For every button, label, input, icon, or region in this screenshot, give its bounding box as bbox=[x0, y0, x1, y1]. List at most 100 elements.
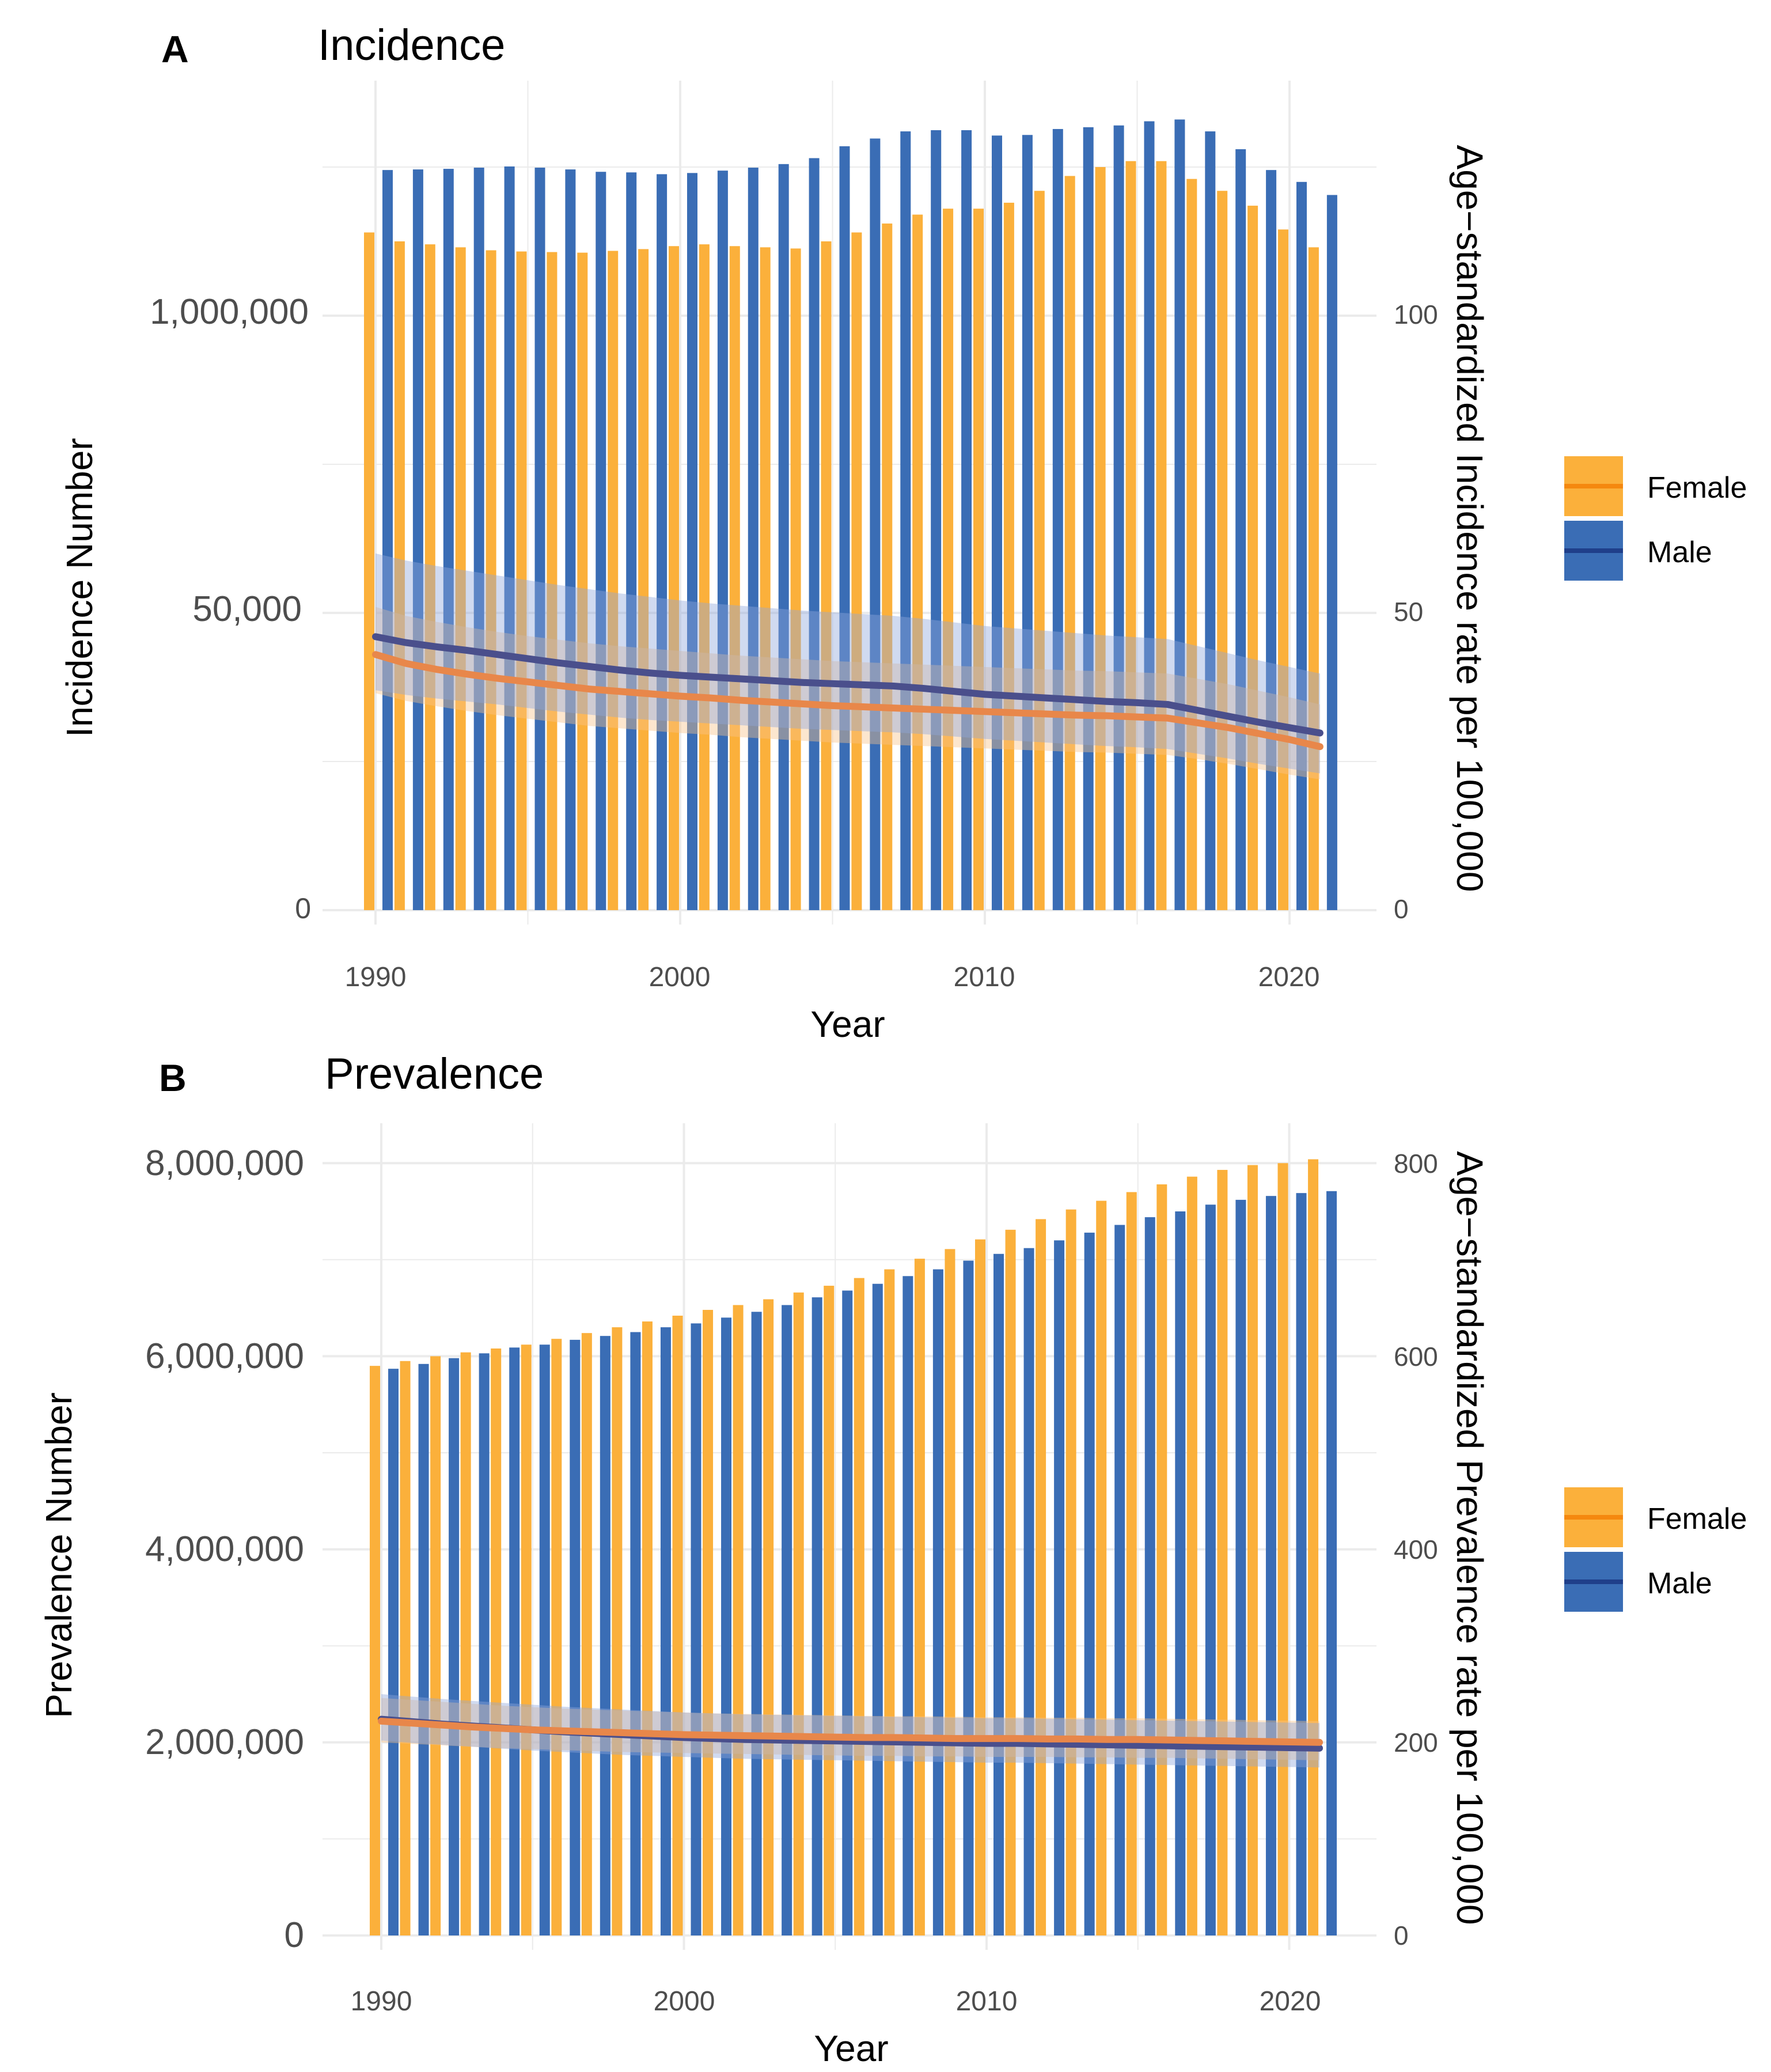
x-axis-title: Year bbox=[810, 1003, 885, 1045]
male-bar bbox=[1326, 195, 1337, 910]
male-bar bbox=[1296, 181, 1307, 910]
female-bar bbox=[914, 1259, 925, 1935]
x-tick: 1990 bbox=[351, 1986, 412, 2017]
male-bar bbox=[418, 1363, 429, 1935]
y-axis-right-title: Age−standardized Prevalence rate per 100… bbox=[1449, 1151, 1491, 1925]
female-bar bbox=[1308, 247, 1319, 910]
female-rate-line bbox=[372, 651, 1323, 751]
female-bar bbox=[460, 1352, 471, 1935]
male-bar bbox=[839, 146, 850, 910]
panel-a-title: Incidence bbox=[318, 21, 505, 70]
y-tick-left: 1,000,000 bbox=[150, 292, 309, 332]
x-tick: 2010 bbox=[956, 1986, 1018, 2017]
female-bar bbox=[430, 1356, 441, 1935]
male-bar bbox=[1296, 1193, 1307, 1935]
female-bar bbox=[642, 1321, 653, 1935]
female-bar bbox=[547, 252, 558, 911]
x-tick: 2020 bbox=[1260, 1986, 1321, 2017]
prevalence-right-ticks: 0 200 400 600 800 bbox=[1394, 1149, 1438, 1950]
prevalence-left-ticks: 0 2,000,000 4,000,000 6,000,000 8,000,00… bbox=[145, 1143, 304, 1955]
female-bar bbox=[699, 244, 710, 910]
y-axis-left-title: Incidence Number bbox=[59, 438, 100, 737]
female-bar bbox=[1036, 1219, 1046, 1935]
male-bar bbox=[1174, 119, 1185, 911]
female-bar bbox=[370, 1366, 380, 1935]
y-tick-left: 0 bbox=[295, 892, 311, 925]
female-bar bbox=[1126, 1192, 1137, 1935]
female-bar bbox=[400, 1361, 411, 1935]
y-tick-left: 50,000 bbox=[192, 589, 302, 629]
panel-b-letter: B bbox=[159, 1056, 187, 1099]
incidence-panel: A Incidence 0 50,000 1,000,000 0 50 100 … bbox=[59, 21, 1747, 1045]
female-bar bbox=[1186, 179, 1197, 910]
male-bar bbox=[931, 130, 942, 911]
male-bar bbox=[1114, 1225, 1125, 1935]
x-tick: 2020 bbox=[1258, 962, 1320, 993]
female-bar bbox=[821, 241, 832, 910]
female-bar bbox=[491, 1348, 502, 1935]
female-bar bbox=[1003, 202, 1014, 910]
male-bar bbox=[534, 168, 545, 911]
male-bar bbox=[570, 1339, 581, 1935]
incidence-right-ticks: 0 50 100 bbox=[1394, 300, 1438, 924]
female-rate-line bbox=[378, 1717, 1323, 1746]
male-bar bbox=[1052, 128, 1063, 910]
female-bar bbox=[912, 214, 923, 910]
female-bar bbox=[1065, 1209, 1076, 1935]
female-bar bbox=[763, 1299, 774, 1935]
male-bar bbox=[473, 168, 484, 911]
male-bar bbox=[509, 1347, 520, 1935]
male-bar bbox=[842, 1290, 853, 1935]
panel-a-letter: A bbox=[161, 28, 189, 70]
male-bar bbox=[504, 166, 515, 910]
male-bar bbox=[1205, 1204, 1216, 1935]
male-bar bbox=[1023, 1248, 1034, 1935]
y-tick-right: 50 bbox=[1394, 597, 1423, 627]
female-bar bbox=[424, 244, 435, 910]
male-bar bbox=[1022, 135, 1033, 911]
female-bar bbox=[486, 250, 496, 911]
male-bar bbox=[691, 1323, 701, 1935]
female-bar bbox=[975, 1239, 985, 1935]
male-bar bbox=[1113, 125, 1124, 910]
female-bar bbox=[943, 209, 954, 910]
female-bar bbox=[638, 249, 649, 910]
female-bar bbox=[581, 1333, 592, 1935]
male-bar bbox=[626, 172, 637, 911]
female-bar bbox=[703, 1309, 714, 1935]
female-bar bbox=[394, 241, 405, 910]
male-bar bbox=[1054, 1240, 1065, 1935]
male-bar bbox=[596, 172, 606, 911]
male-bar bbox=[443, 169, 454, 911]
male-bar bbox=[963, 1260, 974, 1935]
male-bar bbox=[630, 1332, 641, 1935]
y-axis-left-title: Prevalence Number bbox=[38, 1392, 79, 1718]
male-bar bbox=[811, 1297, 822, 1935]
y-tick-left: 6,000,000 bbox=[145, 1336, 304, 1376]
y-axis-right-title: Age−standardized Incidence rate per 100,… bbox=[1449, 145, 1491, 892]
female-bar bbox=[364, 232, 374, 910]
female-bar bbox=[1247, 206, 1258, 911]
male-rate-line bbox=[372, 633, 1323, 737]
male-bar bbox=[449, 1358, 460, 1935]
male-bar bbox=[1235, 1199, 1246, 1935]
female-bar bbox=[1125, 161, 1136, 911]
female-bar bbox=[1034, 191, 1045, 910]
y-tick-right: 100 bbox=[1394, 300, 1438, 329]
female-bar bbox=[612, 1327, 623, 1935]
legend-male-label: Male bbox=[1647, 1567, 1712, 1600]
y-tick-left: 0 bbox=[285, 1915, 304, 1955]
prevalence-legend: Female Male bbox=[1564, 1487, 1747, 1612]
incidence-rate-lines bbox=[372, 633, 1323, 751]
male-bar bbox=[660, 1327, 671, 1935]
y-tick-right: 200 bbox=[1394, 1728, 1438, 1757]
male-bar bbox=[872, 1283, 883, 1935]
male-bar bbox=[1266, 170, 1277, 910]
y-tick-left: 4,000,000 bbox=[145, 1529, 304, 1569]
female-bar bbox=[1095, 167, 1106, 910]
male-bar bbox=[388, 1369, 399, 1935]
y-tick-right: 600 bbox=[1394, 1342, 1438, 1372]
x-tick: 2000 bbox=[649, 962, 711, 993]
male-bar bbox=[748, 168, 759, 911]
